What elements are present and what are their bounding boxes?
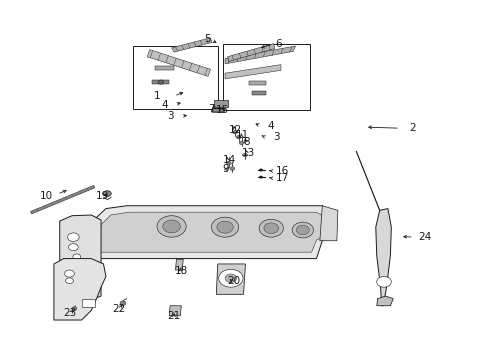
Circle shape [229,167,234,170]
Text: 8: 8 [243,138,250,148]
Text: 12: 12 [229,125,242,135]
Text: 5: 5 [203,34,210,44]
Polygon shape [99,212,327,252]
Text: 13: 13 [241,148,255,158]
Circle shape [65,278,73,284]
Polygon shape [175,259,183,270]
Bar [213,100,228,107]
Text: 6: 6 [275,39,281,49]
Text: 11: 11 [235,130,248,140]
Text: 21: 21 [167,311,180,321]
Circle shape [259,168,263,171]
Circle shape [72,307,77,310]
Circle shape [259,176,263,179]
Polygon shape [171,38,211,52]
Circle shape [376,276,390,287]
Circle shape [264,223,278,234]
Text: 18: 18 [174,266,187,276]
Circle shape [236,135,241,139]
Text: 3: 3 [167,111,174,121]
Circle shape [217,221,233,233]
Polygon shape [60,215,101,300]
Circle shape [163,220,180,233]
Text: 20: 20 [227,276,240,286]
Circle shape [211,217,238,237]
Text: 2: 2 [408,123,415,133]
Polygon shape [211,109,224,112]
Polygon shape [376,296,392,306]
Circle shape [259,219,283,237]
Polygon shape [227,44,274,62]
Polygon shape [90,206,336,258]
Circle shape [64,270,74,277]
Circle shape [224,274,236,283]
Polygon shape [224,64,281,79]
Text: 23: 23 [62,308,76,318]
Circle shape [103,191,111,197]
Circle shape [158,80,163,84]
Circle shape [291,222,313,238]
Polygon shape [81,298,95,307]
Circle shape [73,254,81,260]
Circle shape [296,225,308,235]
Polygon shape [169,306,181,316]
Polygon shape [249,81,266,85]
Polygon shape [54,258,106,320]
Text: 15: 15 [216,105,229,115]
Text: 16: 16 [275,166,288,176]
Polygon shape [147,50,210,76]
Bar [132,46,217,109]
Circle shape [239,141,244,145]
Polygon shape [375,208,390,306]
Text: 10: 10 [40,191,53,201]
Text: 24: 24 [417,232,430,242]
Polygon shape [251,91,266,95]
Text: 14: 14 [222,156,235,165]
Circle shape [218,269,243,287]
Text: 4: 4 [162,100,168,110]
Text: 1: 1 [153,91,160,101]
Text: 19: 19 [96,191,109,201]
Polygon shape [152,80,169,84]
Circle shape [157,216,186,237]
Circle shape [68,244,78,251]
Text: 7: 7 [208,104,214,113]
Circle shape [67,233,79,242]
Circle shape [226,161,231,165]
Circle shape [120,301,125,305]
Text: 17: 17 [275,173,288,183]
Text: 4: 4 [267,121,274,131]
Bar [222,44,309,111]
Polygon shape [30,185,95,214]
Polygon shape [319,206,337,241]
Circle shape [232,130,237,134]
Text: 3: 3 [272,132,279,142]
Polygon shape [154,66,174,70]
Circle shape [242,153,247,157]
Text: 9: 9 [222,164,229,174]
Text: 22: 22 [112,303,125,314]
Polygon shape [216,264,245,294]
Polygon shape [224,46,295,64]
